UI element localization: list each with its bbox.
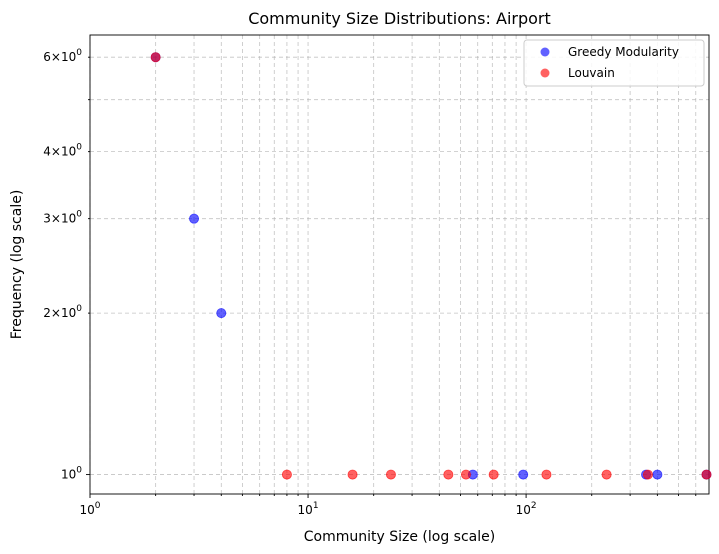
point-louvain: [642, 469, 653, 480]
y-tick-label: 100: [61, 466, 82, 482]
point-louvain: [385, 469, 396, 480]
point-louvain: [701, 469, 712, 480]
axis-ticks: 100 101 102 100 2×100 3×100 4×100 6×100: [43, 48, 697, 517]
grid-lines: [89, 35, 709, 494]
point-louvain: [601, 469, 612, 480]
point-greedy-modularity: [189, 213, 200, 224]
point-greedy-modularity: [216, 308, 227, 319]
legend-marker-greedy: [540, 47, 550, 57]
legend-marker-louvain: [540, 68, 550, 78]
y-tick-label: 4×100: [43, 143, 82, 159]
legend-label-louvain: Louvain: [568, 66, 615, 80]
data-points: [150, 52, 712, 480]
point-louvain: [281, 469, 292, 480]
point-louvain: [460, 469, 471, 480]
point-greedy-modularity: [518, 469, 529, 480]
point-louvain: [541, 469, 552, 480]
legend-box: [523, 39, 705, 87]
x-tick-label: 101: [298, 501, 319, 517]
y-tick-label: 6×100: [43, 48, 82, 64]
y-axis-label: Frequency (log scale): [9, 190, 25, 340]
plot-frame: [89, 34, 710, 495]
point-greedy-modularity: [652, 469, 663, 480]
y-tick-label: 2×100: [43, 304, 82, 320]
legend-label-greedy: Greedy Modularity: [568, 45, 679, 59]
y-tick-label: 3×100: [43, 210, 82, 226]
point-louvain: [347, 469, 358, 480]
point-louvain: [150, 52, 161, 63]
x-tick-label: 100: [79, 501, 100, 517]
x-tick-label: 102: [516, 501, 537, 517]
point-louvain: [443, 469, 454, 480]
x-axis-label: Community Size (log scale): [304, 529, 495, 545]
point-louvain: [488, 469, 499, 480]
chart-title: Community Size Distributions: Airport: [248, 9, 551, 28]
legend: Greedy Modularity Louvain: [523, 39, 705, 87]
